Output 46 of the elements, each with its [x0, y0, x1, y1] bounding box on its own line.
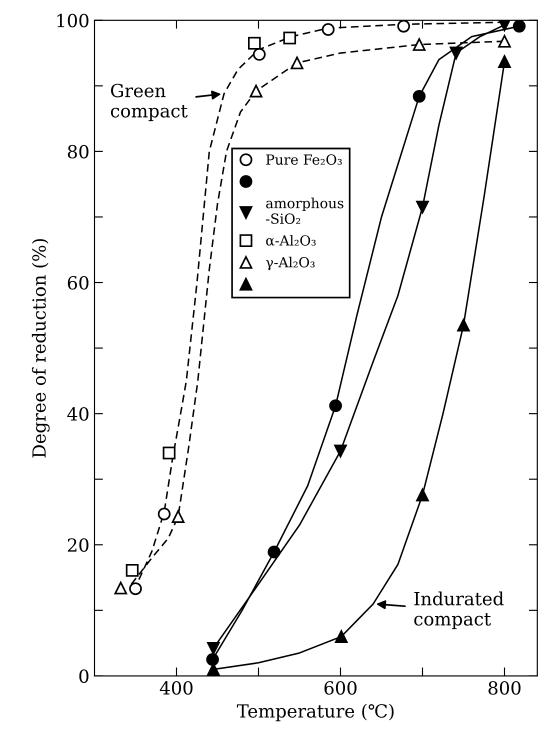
y-tick-label: 60	[68, 276, 88, 290]
point	[206, 653, 219, 666]
point	[450, 46, 463, 60]
y-tick-label: 100	[57, 14, 88, 28]
point	[412, 90, 426, 103]
point	[457, 318, 470, 332]
y-tick-label: 20	[68, 538, 88, 552]
y-axis-title: Degree of reduction (%)	[32, 239, 50, 458]
x-axis-title: Temperature (℃)	[236, 704, 394, 722]
point	[512, 20, 526, 33]
annotation: Green compact	[110, 84, 188, 122]
point	[252, 48, 266, 61]
point	[162, 446, 176, 460]
point	[416, 488, 429, 502]
point	[172, 510, 185, 523]
point	[268, 546, 280, 558]
point	[290, 56, 304, 70]
point	[129, 582, 142, 596]
point	[126, 564, 139, 577]
point	[412, 38, 426, 51]
point	[207, 642, 220, 655]
legend-label: α-Al₂O₃	[266, 234, 316, 246]
legend-label: Pure Fe₂O₃	[266, 154, 342, 165]
point	[498, 55, 511, 68]
x-tick-label: 800	[488, 681, 521, 695]
y-tick-label: 80	[68, 144, 88, 159]
point	[498, 34, 511, 48]
point	[283, 32, 296, 44]
y-tick-label: 0	[79, 669, 88, 684]
point	[114, 582, 128, 594]
point	[248, 36, 261, 50]
point	[397, 20, 410, 33]
x-tick-label: 600	[324, 681, 357, 695]
y-tick-label: 40	[67, 407, 88, 421]
x-tick-label: 400	[160, 681, 193, 695]
point	[250, 84, 262, 98]
point	[334, 444, 347, 458]
point	[322, 23, 335, 36]
point	[334, 630, 348, 643]
point	[498, 20, 511, 32]
point	[329, 399, 342, 412]
annotation: Indurated compact	[414, 591, 504, 630]
legend-label: γ-Al₂O₃	[266, 256, 315, 270]
legend-label: amorphous -SiO₂	[266, 198, 344, 224]
point	[158, 508, 171, 520]
point	[416, 200, 429, 214]
